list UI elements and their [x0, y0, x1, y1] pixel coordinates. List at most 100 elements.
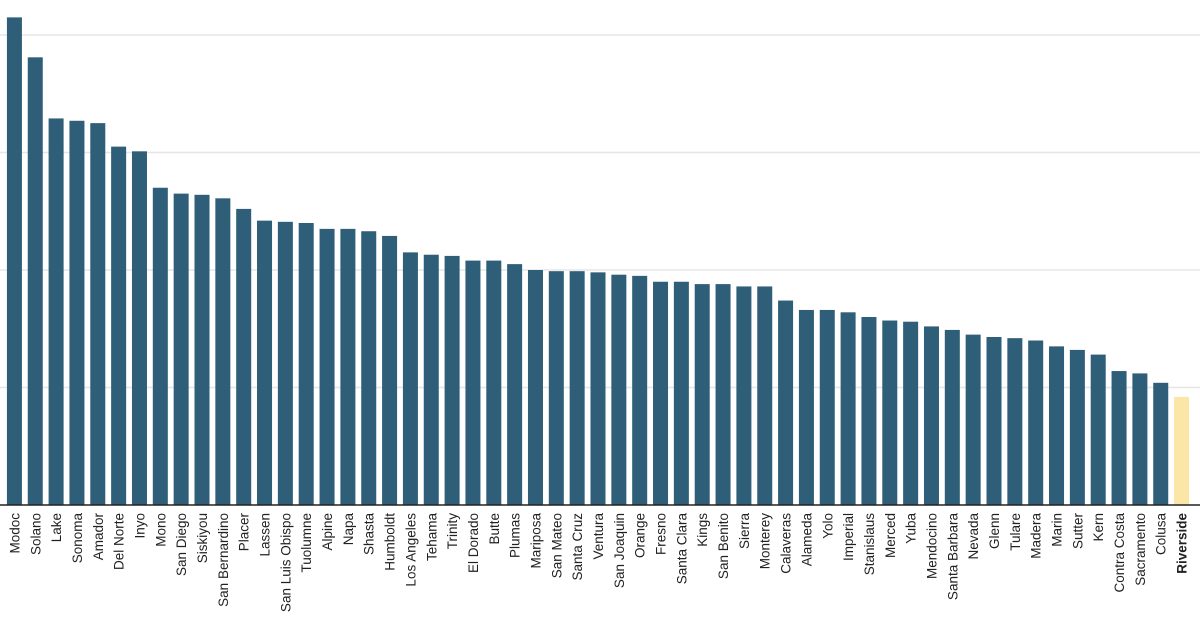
bar-lake: [48, 118, 64, 506]
bar-imperial: [840, 312, 856, 505]
x-tick-label-san-mateo: San Mateo: [549, 513, 564, 578]
bar-contra-costa: [1111, 371, 1127, 505]
bar-trinity: [444, 255, 460, 505]
x-tick-label-colusa: Colusa: [1154, 513, 1169, 556]
bar-madera: [1028, 340, 1044, 505]
x-tick-label-san-benito: San Benito: [716, 513, 731, 579]
x-tick-label-mariposa: Mariposa: [528, 513, 543, 569]
x-tick-label-kern: Kern: [1091, 513, 1106, 542]
bar-butte: [486, 260, 502, 505]
x-tick-label-del-norte: Del Norte: [112, 513, 127, 570]
bar-sacramento: [1132, 373, 1148, 505]
bar-siskiyou: [194, 194, 210, 506]
x-tick-label-san-joaquin: San Joaquin: [612, 513, 627, 588]
x-tick-label-glenn: Glenn: [987, 513, 1002, 549]
bar-placer: [236, 208, 252, 505]
x-tick-label-yolo: Yolo: [820, 513, 835, 539]
bar-fresno: [653, 281, 669, 505]
x-tick-label-ventura: Ventura: [591, 513, 606, 560]
bar-mendocino: [923, 326, 939, 505]
bar-san-mateo: [548, 271, 564, 505]
bar-santa-clara: [673, 281, 689, 505]
bar-ventura: [590, 272, 606, 505]
bar-santa-cruz: [569, 271, 585, 505]
x-tick-label-plumas: Plumas: [508, 513, 523, 558]
bar-mariposa: [527, 270, 543, 505]
bar-sonoma: [69, 120, 85, 506]
x-tick-label-san-bernardino: San Bernardino: [216, 513, 231, 607]
x-tick-label-inyo: Inyo: [132, 513, 147, 539]
x-tick-label-shasta: Shasta: [362, 513, 377, 556]
bar-el-dorado: [465, 260, 481, 505]
bar-tulare: [1007, 338, 1023, 505]
bar-tuolumne: [298, 223, 314, 505]
x-tick-label-humboldt: Humboldt: [383, 513, 398, 571]
bar-plumas: [507, 264, 523, 505]
x-tick-label-trinity: Trinity: [445, 513, 460, 549]
bar-los-angeles: [402, 252, 418, 505]
x-tick-label-sonoma: Sonoma: [70, 513, 85, 564]
bar-kern: [1090, 354, 1106, 505]
x-tick-label-tulare: Tulare: [1008, 513, 1023, 551]
bar-yuba: [903, 321, 919, 505]
bar-lassen: [257, 220, 273, 505]
x-tick-label-imperial: Imperial: [841, 513, 856, 561]
bar-alameda: [798, 309, 814, 505]
x-tick-label-monterey: Monterey: [758, 513, 773, 570]
x-tick-label-solano: Solano: [28, 513, 43, 555]
bar-marin: [1049, 346, 1065, 505]
bar-monterey: [757, 286, 773, 505]
x-tick-label-sutter: Sutter: [1070, 513, 1085, 550]
x-tick-label-alameda: Alameda: [799, 513, 814, 567]
x-tick-label-merced: Merced: [883, 513, 898, 558]
x-tick-label-lake: Lake: [49, 513, 64, 542]
bar-san-joaquin: [611, 274, 627, 505]
x-tick-label-siskiyou: Siskiyou: [195, 513, 210, 563]
bar-shasta: [361, 231, 377, 505]
x-axis-tick-labels: Modoc Solano Lake Sonoma Amador Del Norte Inyo…: [7, 512, 1189, 612]
bar-modoc: [6, 17, 22, 505]
x-tick-label-santa-cruz: Santa Cruz: [570, 513, 585, 581]
x-tick-label-santa-barbara: Santa Barbara: [945, 513, 960, 601]
bar-santa-barbara: [944, 329, 960, 505]
bar-kings: [694, 284, 710, 505]
x-tick-label-orange: Orange: [633, 513, 648, 558]
x-tick-label-butte: Butte: [487, 513, 502, 545]
bar-tehama: [423, 254, 439, 505]
x-tick-label-modoc: Modoc: [7, 513, 22, 554]
x-tick-label-riverside: Riverside: [1175, 513, 1190, 574]
x-tick-label-los-angeles: Los Angeles: [403, 513, 418, 587]
bar-sutter: [1069, 349, 1085, 505]
x-tick-label-nevada: Nevada: [966, 513, 981, 560]
x-tick-label-napa: Napa: [341, 513, 356, 546]
bar-nevada: [965, 334, 981, 505]
bar-alpine: [319, 228, 335, 505]
bar-stanislaus: [861, 317, 877, 505]
bar-humboldt: [382, 235, 398, 506]
x-tick-label-contra-costa: Contra Costa: [1112, 513, 1127, 593]
x-tick-label-kings: Kings: [695, 513, 710, 547]
x-tick-label-amador: Amador: [91, 513, 106, 561]
bar-amador: [90, 123, 106, 505]
bar-glenn: [986, 336, 1002, 505]
bar-san-luis-obispo: [277, 221, 293, 505]
x-tick-label-madera: Madera: [1029, 513, 1044, 559]
bar-solano: [27, 57, 43, 505]
bar-orange: [632, 275, 648, 505]
bar-san-bernardino: [215, 198, 231, 505]
x-tick-label-calaveras: Calaveras: [779, 513, 794, 574]
x-tick-label-san-diego: San Diego: [174, 513, 189, 576]
bar-merced: [882, 320, 898, 505]
bar-sierra: [736, 286, 752, 505]
x-tick-label-el-dorado: El Dorado: [466, 513, 481, 573]
x-tick-label-mendocino: Mendocino: [924, 513, 939, 579]
x-tick-label-alpine: Alpine: [320, 513, 335, 551]
x-tick-label-mono: Mono: [153, 513, 168, 547]
bar-mono: [152, 187, 168, 505]
x-tick-label-san-luis-obispo: San Luis Obispo: [278, 513, 293, 612]
bar-riverside: [1174, 396, 1190, 505]
x-tick-label-sacramento: Sacramento: [1133, 513, 1148, 586]
x-tick-label-stanislaus: Stanislaus: [862, 513, 877, 576]
x-tick-label-placer: Placer: [237, 512, 252, 551]
